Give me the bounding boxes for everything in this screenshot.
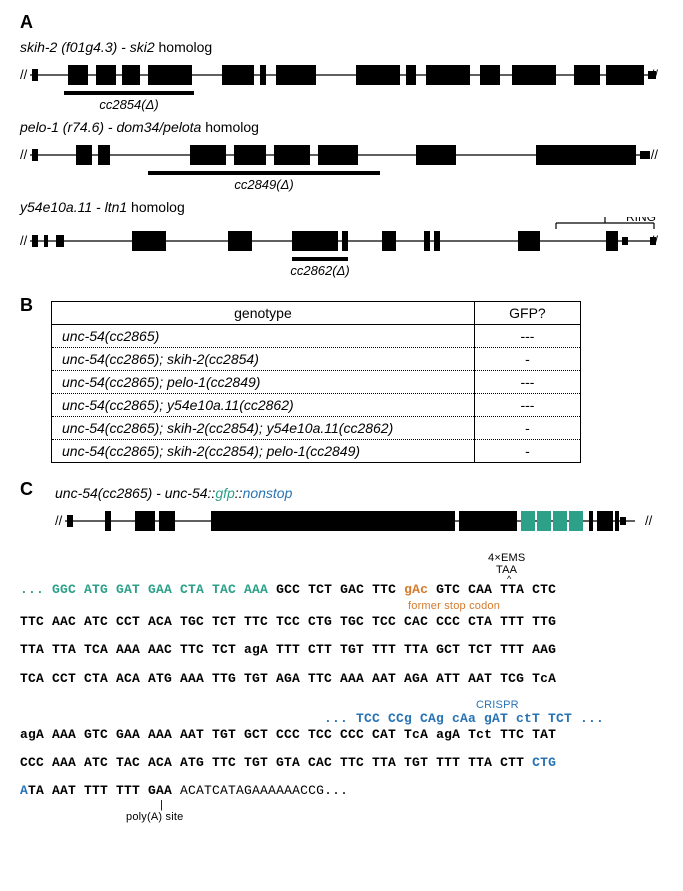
gene-diagram: // // cc2862(Δ) RING bbox=[20, 217, 660, 283]
svg-text://: // bbox=[20, 233, 28, 248]
genotype-cell: unc-54(cc2865); skih-2(cc2854); pelo-1(c… bbox=[52, 440, 474, 463]
svg-text://: // bbox=[651, 233, 659, 248]
table-row: unc-54(cc2865)--- bbox=[52, 325, 580, 348]
svg-text://: // bbox=[651, 67, 659, 82]
svg-text://: // bbox=[645, 513, 653, 528]
svg-text:RING: RING bbox=[626, 217, 656, 224]
genotype-cell: unc-54(cc2865); skih-2(cc2854) bbox=[52, 348, 474, 371]
panel-b: B genotypeGFP? unc-54(cc2865)---unc-54(c… bbox=[20, 295, 663, 463]
gene-title: pelo-1 (r74.6) - dom34/pelota homolog bbox=[20, 119, 663, 135]
gfp-cell: --- bbox=[474, 394, 580, 417]
gene-diagram: // // cc2849(Δ) bbox=[20, 137, 660, 193]
gfp-cell: - bbox=[474, 440, 580, 463]
table-row: unc-54(cc2865); pelo-1(cc2849)--- bbox=[52, 371, 580, 394]
table-row: unc-54(cc2865); skih-2(cc2854); pelo-1(c… bbox=[52, 440, 580, 463]
panel-a: A skih-2 (f01g4.3) - ski2 homolog // // … bbox=[20, 12, 663, 283]
genotype-table: genotypeGFP? unc-54(cc2865)---unc-54(cc2… bbox=[51, 301, 581, 463]
genotype-cell: unc-54(cc2865) bbox=[52, 325, 474, 348]
gene-title: y54e10a.11 - ltn1 homolog bbox=[20, 199, 663, 215]
genotype-cell: unc-54(cc2865); y54e10a.11(cc2862) bbox=[52, 394, 474, 417]
gene-block: y54e10a.11 - ltn1 homolog // // cc2862(Δ… bbox=[20, 199, 663, 283]
gfp-cell: --- bbox=[474, 325, 580, 348]
gfp-cell: - bbox=[474, 417, 580, 440]
gene-title: skih-2 (f01g4.3) - ski2 homolog bbox=[20, 39, 663, 55]
table-row: unc-54(cc2865); y54e10a.11(cc2862)--- bbox=[52, 394, 580, 417]
gene-block: skih-2 (f01g4.3) - ski2 homolog // // cc… bbox=[20, 39, 663, 113]
panel-b-label: B bbox=[20, 295, 33, 316]
svg-text://: // bbox=[20, 67, 28, 82]
panel-c-title: unc-54(cc2865) - unc-54::gfp::nonstop bbox=[55, 485, 683, 501]
table-row: unc-54(cc2865); skih-2(cc2854); y54e10a.… bbox=[52, 417, 580, 440]
col-genotype: genotype bbox=[52, 302, 474, 325]
svg-text://: // bbox=[20, 147, 28, 162]
svg-text://: // bbox=[651, 147, 659, 162]
svg-text:cc2862(Δ): cc2862(Δ) bbox=[290, 263, 349, 278]
unc54-diagram: // // bbox=[55, 503, 683, 543]
panel-c: C unc-54(cc2865) - unc-54::gfp::nonstop … bbox=[20, 479, 663, 822]
genotype-cell: unc-54(cc2865); skih-2(cc2854); y54e10a.… bbox=[52, 417, 474, 440]
gene-diagram: // // cc2854(Δ) bbox=[20, 57, 660, 113]
col-gfp: GFP? bbox=[474, 302, 580, 325]
gfp-cell: --- bbox=[474, 371, 580, 394]
table-row: unc-54(cc2865); skih-2(cc2854)- bbox=[52, 348, 580, 371]
panel-c-label: C bbox=[20, 479, 33, 500]
panel-a-label: A bbox=[20, 12, 663, 33]
gfp-cell: - bbox=[474, 348, 580, 371]
gene-block: pelo-1 (r74.6) - dom34/pelota homolog //… bbox=[20, 119, 663, 193]
sequence-block: 4×EMSTAA^... GGC ATG GAT GAA CTA TAC AAA… bbox=[20, 551, 663, 822]
svg-text:cc2849(Δ): cc2849(Δ) bbox=[234, 177, 293, 192]
svg-text:cc2854(Δ): cc2854(Δ) bbox=[99, 97, 158, 112]
genotype-cell: unc-54(cc2865); pelo-1(cc2849) bbox=[52, 371, 474, 394]
svg-text://: // bbox=[55, 513, 63, 528]
